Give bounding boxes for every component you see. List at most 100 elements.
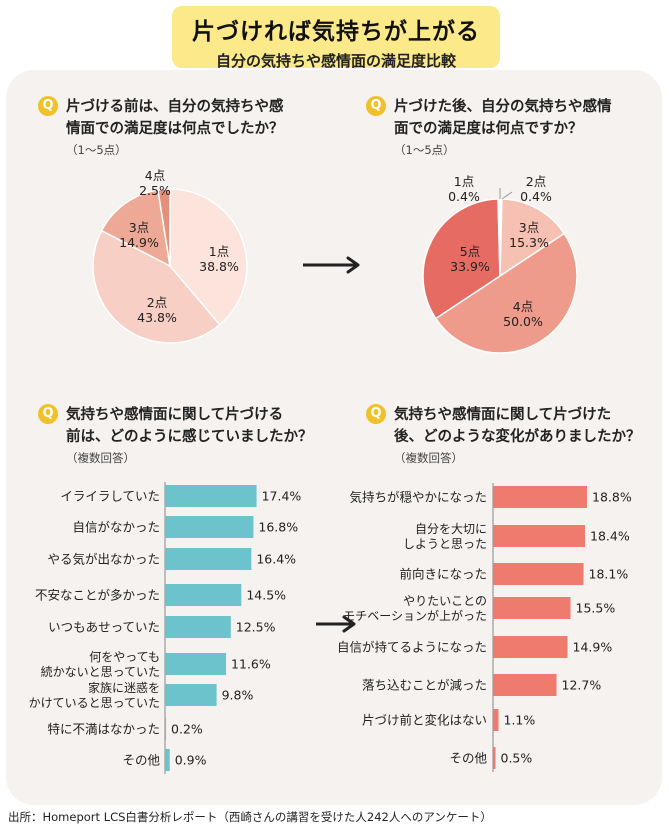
bar [165, 584, 242, 606]
pie-slice-label: 1点 [454, 174, 474, 189]
question-text: 気持ちや感情面に関して片づける 前は、どのように感じていましたか？ [66, 404, 313, 448]
bar-category-label: 自信が持てるようになった [337, 640, 487, 655]
bar [493, 525, 585, 547]
pie-slice-label: 2点 [147, 295, 167, 310]
question-line: 前は、どのように感じていましたか？ [66, 429, 313, 445]
pie-slice [100, 189, 171, 268]
question-line: 片づける前は、自分の気持ちや感 [66, 99, 284, 115]
bar-value-label: 17.4% [262, 489, 302, 504]
bar-value-label: 0.5% [501, 751, 533, 766]
bar-category-label: かけていると思っていた [29, 696, 160, 710]
pie-slice-value: 33.9% [450, 259, 490, 274]
bar-category-label: 特に不満はなかった [47, 722, 160, 737]
pie-slice [499, 198, 566, 278]
bar-category-label: 落ち込むことが減った [362, 678, 487, 693]
bar [493, 747, 496, 769]
pie-slice-label: 5点 [460, 244, 480, 259]
pie-slice-value: 14.9% [119, 235, 159, 250]
question-text: 片づけた後、自分の気持ちや感情 面での満足度は何点ですか？ [394, 96, 612, 140]
bar [493, 674, 557, 696]
bar-category-label: 家族に迷惑を [88, 680, 160, 695]
question-text: 気持ちや感情面に関して片づけた 後、どのような変化がありましたか？ [394, 404, 641, 448]
bar-value-label: 18.4% [590, 529, 630, 544]
bar-value-label: 1.1% [504, 713, 536, 728]
bar-category-label: やる気が出なかった [47, 552, 160, 567]
bar [165, 749, 170, 771]
question-line: 片づけた後、自分の気持ちや感情 [394, 99, 612, 115]
pie-slice-value: 38.8% [199, 259, 239, 274]
bar-value-label: 9.8% [222, 688, 254, 703]
bar-category-label: 何をやっても [89, 650, 160, 664]
bar [165, 616, 231, 638]
question-note: （1～5点） [394, 143, 455, 157]
bar [165, 718, 167, 740]
pie-slice [434, 232, 578, 354]
question-note: （複数回答） [394, 451, 463, 465]
question-line: 気持ちや感情面に関して片づけた [394, 407, 612, 423]
bar [493, 709, 499, 731]
pie-slice [157, 188, 171, 267]
pie-slice [169, 188, 248, 326]
arrow-icon [342, 615, 356, 633]
title-banner: 片づければ気持ちが上がる 自分の気持ちや感情面の満足度比較 [172, 6, 500, 70]
bar [165, 485, 257, 507]
bar-value-label: 14.5% [246, 588, 286, 603]
bar-value-label: 0.9% [175, 753, 207, 768]
pie-slice [92, 229, 221, 344]
bar-category-label: 不安なことが多かった [35, 588, 160, 603]
bar-value-label: 0.2% [171, 722, 203, 737]
leader-line [501, 191, 513, 200]
bar [493, 563, 584, 585]
question-note: （複数回答） [66, 451, 135, 465]
bar-category-label: モチベーションが上がった [343, 608, 487, 623]
bar [165, 516, 254, 538]
bar-value-label: 12.5% [236, 620, 276, 635]
pie-slice [422, 198, 501, 320]
source-note: 出所：Homeport LCS白書分析レポート（西崎さんの講習を受けた人242人… [8, 810, 492, 824]
arrow-icon [346, 256, 360, 274]
pie-slice-value: 15.3% [509, 235, 549, 250]
bar [165, 653, 227, 675]
bar [165, 684, 217, 706]
q-icon: Q [38, 96, 58, 116]
bar-category-label: 前向きになった [399, 567, 487, 582]
bar-category-label: 片づけ前と変化はない [362, 713, 487, 728]
bar-value-label: 16.4% [256, 552, 296, 567]
bar-value-label: 18.8% [592, 490, 632, 505]
bar-value-label: 11.6% [231, 657, 271, 672]
pie-slice-label: 3点 [519, 220, 539, 235]
q-icon: Q [38, 404, 58, 424]
bar-category-label: 自分を大切に [415, 522, 487, 536]
page-subtitle: 自分の気持ちや感情面の満足度比較 [215, 52, 456, 70]
pie-slice-label: 4点 [513, 299, 533, 314]
bar-category-label: 自信がなかった [72, 520, 160, 535]
pie-slice-label: 2点 [526, 174, 546, 189]
question-line: 気持ちや感情面に関して片づける [66, 407, 284, 423]
question-text: 片づける前は、自分の気持ちや感 情面での満足度は何点でしたか？ [66, 96, 284, 140]
bar-value-label: 15.5% [576, 601, 616, 616]
q-icon: Q [366, 404, 386, 424]
question-line: 情面での満足度は何点でしたか？ [66, 121, 284, 137]
bar-category-label: いつもあせっていた [48, 620, 160, 635]
bar-value-label: 18.1% [589, 567, 629, 582]
page-title: 片づければ気持ちが上がる [192, 19, 480, 45]
bar-value-label: 16.8% [258, 520, 298, 535]
bar-category-label: 気持ちが穏やかになった [349, 490, 487, 505]
bar-category-label: しようと思った [403, 537, 487, 551]
question-line: 後、どのような変化がありましたか？ [394, 429, 641, 445]
pie-slice-value: 0.4% [448, 189, 480, 204]
pie-slice-value: 43.8% [137, 310, 177, 325]
question-note: （1～5点） [66, 143, 127, 157]
pie-slice-label: 3点 [129, 220, 149, 235]
pie-slice-value: 2.5% [139, 183, 171, 198]
pie-slice-value: 50.0% [503, 314, 543, 329]
bar [493, 486, 587, 508]
q-icon: Q [366, 96, 386, 116]
bar-value-label: 14.9% [573, 640, 613, 655]
bar-category-label: やりたいことの [403, 594, 487, 608]
bar [165, 548, 252, 570]
question-line: 面での満足度は何点ですか？ [394, 121, 583, 137]
pie-slice-label: 1点 [209, 244, 229, 259]
bar-category-label: その他 [122, 753, 160, 768]
